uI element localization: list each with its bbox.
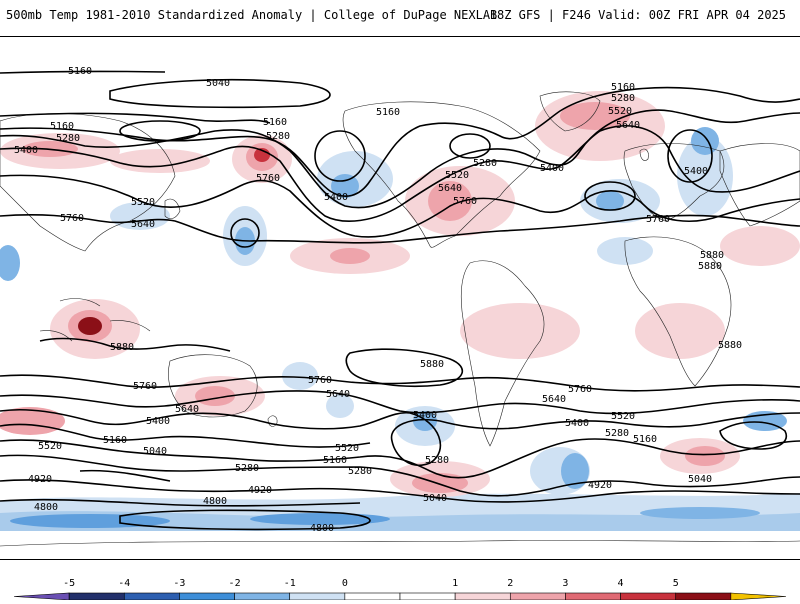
contour-label: 5040 <box>206 78 230 89</box>
map-header: 500mb Temp 1981-2010 Standardized Anomal… <box>0 0 800 34</box>
contour-label: 5520 <box>445 170 469 181</box>
contour-label: 5400 <box>565 418 589 429</box>
colorbar-segment <box>676 593 731 600</box>
colorbar-segment <box>235 593 290 600</box>
contour-label: 4920 <box>248 485 272 496</box>
map-title: 500mb Temp 1981-2010 Standardized Anomal… <box>6 8 497 22</box>
contour-label: 5760 <box>256 173 280 184</box>
contour-label: 5520 <box>335 443 359 454</box>
colorbar-tick-label: -4 <box>118 578 130 589</box>
contour-label: 5880 <box>698 261 722 272</box>
contour-label: 5400 <box>324 192 348 203</box>
colorbar-tick-label: 5 <box>673 578 679 589</box>
contour-label: 4800 <box>310 523 334 534</box>
colorbar-tick-label: 1 <box>452 578 458 589</box>
contour-label: 4920 <box>588 480 612 491</box>
contour-label: 5640 <box>131 219 155 230</box>
colorbar-segment <box>455 593 510 600</box>
map-canvas: 5160 5040 5160 5280 5520 5640 5160 5280 … <box>0 37 800 559</box>
contour-label: 4800 <box>34 502 58 513</box>
contour-label: 5400 <box>540 163 564 174</box>
contour-label: 5880 <box>420 359 444 370</box>
contour-label: 5280 <box>235 463 259 474</box>
contour-label: 5760 <box>568 384 592 395</box>
colorbar-segment <box>400 593 455 600</box>
colorbar-segment <box>14 593 69 600</box>
colorbar-tick-label: 4 <box>618 578 624 589</box>
contour-label: 5760 <box>60 213 84 224</box>
contour-label: 5520 <box>38 441 62 452</box>
colorbar-segments <box>14 593 786 600</box>
contour-label: 5040 <box>423 493 447 504</box>
contour-label: 5160 <box>323 455 347 466</box>
colorbar-tick-label: -5 <box>63 578 75 589</box>
contour-label: 5400 <box>146 416 170 427</box>
contour-label: 5280 <box>605 428 629 439</box>
contour-label: 5760 <box>308 375 332 386</box>
contour-label: 5040 <box>143 446 167 457</box>
colorbar-segment <box>69 593 124 600</box>
contour-label: 5760 <box>646 214 670 225</box>
contour-label: 5160 <box>68 66 92 77</box>
colorbar-segment <box>290 593 345 600</box>
colorbar-segment <box>731 593 786 600</box>
contour-label: 5760 <box>453 196 477 207</box>
contour-label: 5280 <box>348 466 372 477</box>
contour-label: 5160 <box>103 435 127 446</box>
contour-label: 5880 <box>110 342 134 353</box>
contour-label: 5040 <box>688 474 712 485</box>
contour-label: 5160 <box>376 107 400 118</box>
colorbar-tick-label: -1 <box>284 578 296 589</box>
contour-label: 5160 <box>50 121 74 132</box>
contour-label: 5640 <box>326 389 350 400</box>
contour-label: 5280 <box>266 131 290 142</box>
contour-label: 5400 <box>14 145 38 156</box>
contour-label: 5280 <box>56 133 80 144</box>
contour-label: 5520 <box>131 197 155 208</box>
contour-label: 4920 <box>28 474 52 485</box>
contour-label: 5880 <box>718 340 742 351</box>
weather-map: 5160 5040 5160 5280 5520 5640 5160 5280 … <box>0 36 800 560</box>
colorbar-segment <box>621 593 676 600</box>
contour-label: 5520 <box>608 106 632 117</box>
model-run-info: 18Z GFS | F246 Valid: 00Z FRI APR 04 202… <box>490 8 786 22</box>
contour-label: 5280 <box>473 158 497 169</box>
contour-label: 5160 <box>633 434 657 445</box>
colorbar-svg: -5 -4 -3 -2 -1 0 1 2 3 4 5 <box>0 566 800 600</box>
contour-label: 4800 <box>203 496 227 507</box>
anomaly-colorbar: -5 -4 -3 -2 -1 0 1 2 3 4 5 <box>0 566 800 600</box>
colorbar-tick-labels: -5 -4 -3 -2 -1 0 1 2 3 4 5 <box>63 578 679 589</box>
contour-label: 5520 <box>611 411 635 422</box>
contour-label: 5640 <box>616 120 640 131</box>
contour-label: 5280 <box>425 455 449 466</box>
contour-label: 5880 <box>700 250 724 261</box>
colorbar-segment <box>345 593 400 600</box>
colorbar-tick-label: -3 <box>173 578 185 589</box>
contour-label: 5160 <box>611 82 635 93</box>
colorbar-segment <box>124 593 179 600</box>
colorbar-segment <box>510 593 565 600</box>
contour-label: 5760 <box>133 381 157 392</box>
contour-label: 5640 <box>175 404 199 415</box>
colorbar-tick-label: 0 <box>342 578 348 589</box>
contour-label: 5400 <box>413 410 437 421</box>
contour-label: 5160 <box>263 117 287 128</box>
colorbar-tick-label: -2 <box>229 578 241 589</box>
contour-label: 5280 <box>611 93 635 104</box>
colorbar-segment <box>565 593 620 600</box>
colorbar-segment <box>179 593 234 600</box>
contour-label: 5640 <box>542 394 566 405</box>
contour-label: 5400 <box>684 166 708 177</box>
colorbar-tick-label: 3 <box>562 578 568 589</box>
colorbar-tick-label: 2 <box>507 578 513 589</box>
contour-label: 5640 <box>438 183 462 194</box>
